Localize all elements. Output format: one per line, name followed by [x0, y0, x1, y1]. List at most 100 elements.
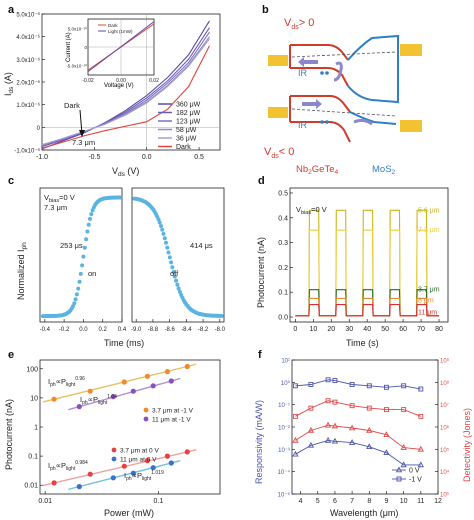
- chart-f-marker-triangle: [331, 422, 339, 429]
- chart-f-ytick-label-left: 10⁻³: [278, 448, 290, 454]
- chart-e-fit-label-part: I: [48, 461, 50, 470]
- chart-e-data-point: [51, 480, 57, 486]
- chart-f-marker-square: [349, 403, 355, 409]
- chart-d-series-line: [295, 304, 439, 317]
- chart-a-ylabel: Ids (A): [3, 72, 15, 96]
- chart-f-marker-triangle: [417, 445, 424, 452]
- chart-e-data-point: [76, 484, 82, 490]
- chart-c-xtick-label: -0.4: [40, 327, 51, 333]
- chart-e-fit-label-part: light: [98, 400, 108, 406]
- chart-e-data-point: [164, 453, 170, 459]
- chart-f-ytick-label-right: 10⁶: [440, 425, 450, 432]
- chart-f-marker-square: [418, 386, 424, 392]
- chart-f-ytick-label-left: 10⁻¹: [278, 403, 290, 409]
- chart-f-marker-square: [349, 382, 355, 387]
- chart-d-xtick-label: 60: [399, 326, 407, 333]
- chart-e-fit-line: [68, 377, 181, 411]
- chart-d-series-label: 5.6 μm: [418, 207, 440, 214]
- chart-f-marker-square: [332, 399, 338, 405]
- chart-d-ticks: 0 10 20 30 40 50 60 70 80 0.0 0.1 0.2 0.3 0.4 0.5: [278, 190, 443, 333]
- chart-d-bias: Vbias=0 V: [296, 205, 327, 216]
- chart-c-xtick-label: -8.6: [164, 327, 175, 333]
- chart-f-marker-triangle: [383, 449, 390, 456]
- chart-a: -1.0 -0.5 0.0 0.5 -1.0x10⁻⁶ 0 1.0x10⁻⁶ 2.0x10⁻⁶…: [3, 12, 221, 178]
- fermi-line-bottom: [291, 108, 397, 117]
- chart-e-legend-label: 3.7 μm at 0 V: [120, 448, 159, 455]
- chart-e-fit-labels: Iph∝Plight0.96Iph∝Plight1.04Iph∝Plight0.…: [48, 376, 164, 482]
- chart-d-xtick-label: 40: [363, 326, 371, 333]
- chart-f-marker-square: [366, 383, 372, 389]
- chart-e-fit-label-part: ∝P: [56, 461, 66, 470]
- fall-data-point: [159, 224, 163, 228]
- chart-c-ylabel: Normalized Iph: [16, 242, 28, 300]
- photon-squiggle-bottom: [353, 118, 373, 126]
- chart-a-series-line: [41, 38, 210, 146]
- chart-e-fit-label-part: I: [80, 395, 82, 404]
- chart-e-data-point: [144, 373, 150, 379]
- panel-label-b: b: [262, 4, 269, 16]
- chart-d-xtick-label: 70: [417, 326, 425, 333]
- chart-f-marker-square: [325, 377, 331, 383]
- arrow-right-bottom: [302, 99, 322, 109]
- chart-f-marker-square: [418, 413, 424, 419]
- chart-e-data-point: [87, 471, 93, 477]
- chart-e-fit-label: Iph∝Plight1.019: [124, 470, 164, 482]
- inset-ytick-label: 0: [84, 45, 87, 50]
- chart-d-ylabel: Photocurrent (nA): [256, 237, 266, 308]
- chart-a-ytick-label: 2.0x10⁻⁶: [16, 80, 40, 87]
- rise-on-label: on: [88, 269, 96, 278]
- arrow-left-top: [298, 57, 318, 67]
- chart-f-legend-marker: [395, 466, 403, 473]
- inset-ylabel: Current (A): [66, 32, 72, 62]
- inset-series-line: [87, 21, 155, 73]
- chart-d-series-label: 7.3 μm: [418, 227, 440, 234]
- chart-f-series-line: [295, 379, 421, 390]
- dark-arrow-label: Dark: [64, 101, 80, 110]
- fall-data-point: [175, 282, 180, 287]
- chart-a-xtick-label: -0.5: [88, 154, 100, 161]
- chart-e-data-point: [184, 449, 190, 455]
- chart-f-marker-square: [308, 382, 314, 387]
- photon-squiggle-top: [333, 61, 343, 82]
- panel-label-e: e: [8, 349, 14, 361]
- rise-data-point: [78, 271, 83, 276]
- chart-e-xlabel: Power (mW): [104, 508, 154, 518]
- chart-e-data-point: [76, 404, 82, 410]
- chart-e-ticks: 0.01 0.1 0.01 0.1 1 10 100: [24, 366, 163, 505]
- chart-e-data-point: [168, 460, 174, 466]
- chart-f-series: [292, 377, 424, 468]
- fall-data-point: [161, 231, 166, 236]
- chart-f-series-line: [295, 424, 421, 450]
- rise-data-point: [90, 208, 95, 213]
- chart-c-bias: Vbias=0 V: [44, 193, 75, 204]
- chart-e-fit-label-part: I: [48, 377, 50, 386]
- chart-d-xtick-label: 80: [435, 326, 443, 333]
- chart-e-data-point: [130, 388, 136, 394]
- inset-legend-label: Light (1mW): [108, 29, 133, 34]
- chart-e-fit-label-part: ph: [82, 400, 88, 406]
- chart-d-series-line: [295, 229, 439, 317]
- chart-c-xtick-label: -9.0: [131, 327, 142, 333]
- fall-data-point: [219, 314, 224, 318]
- chart-f-marker-triangle: [348, 439, 356, 445]
- chart-f-ytick-label-left: 10⁰: [281, 380, 291, 387]
- chart-c-xtick-label: 0.4: [118, 327, 127, 333]
- chart-e-ytick-label: 1: [34, 425, 38, 432]
- panel-label-d: d: [258, 175, 265, 187]
- chart-a-legend-label: 360 μW: [176, 102, 201, 109]
- fall-data-point: [172, 274, 177, 279]
- chart-e-points: [51, 363, 190, 490]
- thickness-label-a: 7.3 μm: [72, 138, 95, 147]
- electron-dot-2: [325, 71, 329, 75]
- chart-a-legend-label: 58 μW: [176, 127, 197, 134]
- chart-f-marker-triangle: [292, 450, 299, 457]
- chart-e-ytick-label: 100: [26, 366, 38, 373]
- chart-c-xtick-label: -8.0: [215, 327, 226, 333]
- chart-e-fit-label-part: light: [66, 466, 76, 472]
- chart-a-ytick-label: 1.0x10⁻⁶: [16, 102, 40, 109]
- chart-e-fit-line: [43, 449, 197, 487]
- chart-f-ticks: 4 5 6 7 8 9 10 11 12 10⁻⁵ 10³ 10⁻⁴ 10⁴ 10⁻³ 10⁵ 10⁻² 10⁶…: [278, 358, 450, 506]
- chart-e-ytick-label: 10: [30, 395, 38, 402]
- chart-d-ytick-label: 0.5: [278, 190, 288, 197]
- rise-data-point: [81, 254, 86, 259]
